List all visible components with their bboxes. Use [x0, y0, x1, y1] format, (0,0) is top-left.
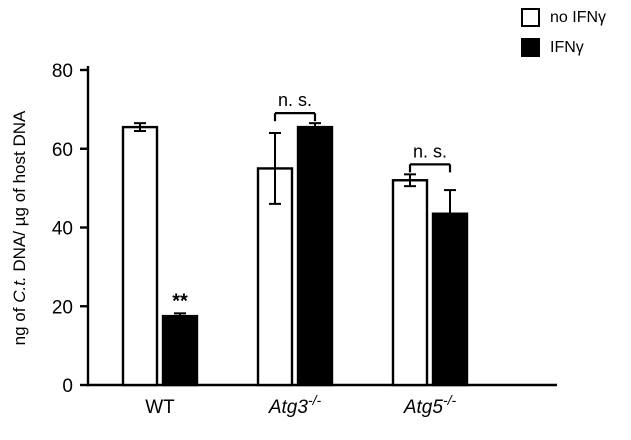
legend-label-no-ifng: no IFNγ — [550, 8, 607, 26]
legend-swatch-open-icon — [521, 8, 540, 27]
y-tick-label: 0 — [62, 376, 73, 397]
ns-label: n. s. — [413, 141, 447, 161]
bar-atg3-series0 — [256, 167, 294, 387]
bar-wt-series0 — [121, 125, 159, 387]
y-axis-label-italic-part: C.t. — [10, 276, 29, 303]
legend-item-ifng: IFNγ — [521, 38, 606, 57]
x-category-label: WT — [145, 397, 175, 418]
bar-atg3-series1 — [296, 125, 334, 387]
legend-swatch-filled-icon — [521, 38, 540, 57]
y-tick-label: 60 — [52, 140, 73, 161]
legend-label-ifng: IFNγ — [550, 38, 584, 56]
legend: no IFNγ IFNγ — [521, 8, 606, 68]
y-tick-label: 80 — [52, 61, 73, 82]
significance-stars: ** — [172, 290, 188, 312]
x-category-label: Atg3-/- — [268, 392, 322, 418]
y-tick-label: 20 — [52, 297, 73, 318]
bar-atg5-series0 — [391, 179, 429, 387]
legend-item-no-ifng: no IFNγ — [521, 8, 606, 27]
y-tick-label: 40 — [52, 219, 73, 240]
ns-label: n. s. — [278, 90, 312, 110]
bar-wt-series1 — [161, 314, 199, 387]
y-axis-label-part: ng of — [10, 302, 29, 346]
x-category-label: Atg5-/- — [403, 392, 457, 418]
y-axis-label-part: DNA/ µg of host DNA — [10, 110, 29, 277]
y-axis-label: ng of C.t. DNA/ µg of host DNA — [9, 58, 31, 398]
bar-atg5-series1 — [431, 212, 469, 387]
